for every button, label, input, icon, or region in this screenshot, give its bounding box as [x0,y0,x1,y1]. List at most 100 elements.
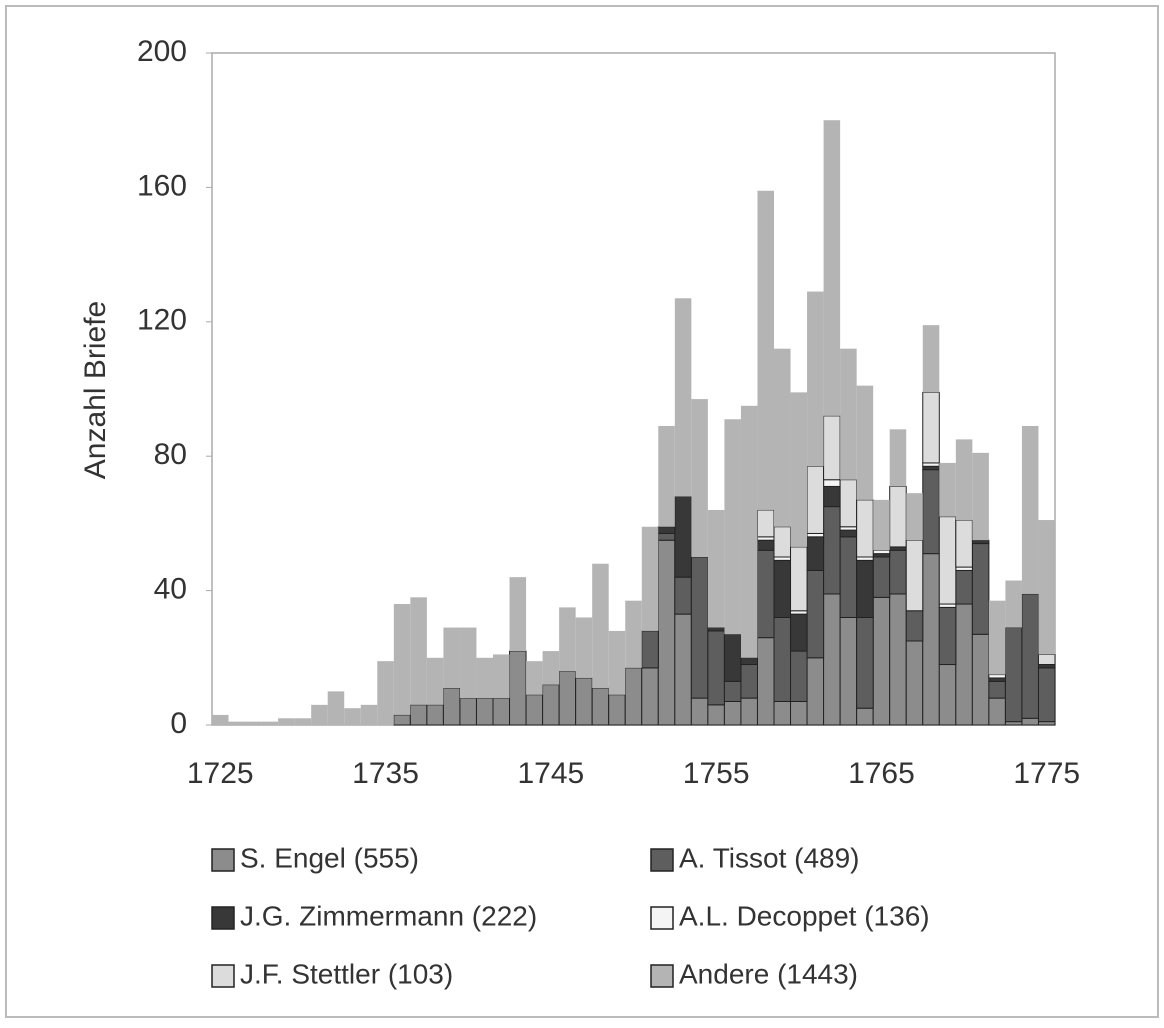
bar-segment [806,465,825,534]
bar-segment [278,718,295,725]
bar-segment [442,687,461,726]
bar-segment [905,539,924,612]
bar-segment [856,385,874,500]
bar-segment [922,462,940,467]
bar-segment [1021,593,1039,719]
bar-segment [410,597,427,705]
bar-segment [922,465,940,471]
bar-segment [674,298,692,497]
bar-segment [658,425,675,527]
bar-segment [905,640,924,726]
bar-segment [575,617,593,678]
y-tick-label: 200 [137,35,187,68]
bar-segment [475,697,494,726]
bar-segment [212,714,229,725]
bar-segment [657,539,676,726]
bar-segment [757,190,774,510]
bar-segment [840,348,857,480]
bar-segment [938,606,957,666]
bar-segment [889,546,907,551]
bar-segment [740,697,758,726]
y-tick-label: 40 [154,573,187,606]
bar-segment [823,120,841,416]
bar-segment [311,704,328,725]
bar-segment [823,415,841,481]
bar-segment [1037,667,1056,723]
bar-segment [509,577,527,652]
bar-segment [856,616,874,709]
bar-segment [889,549,907,595]
bar-segment [674,496,692,578]
legend-swatch [211,906,235,930]
bar-segment [707,704,725,726]
bar-segment [823,506,841,595]
bar-segment [839,529,858,538]
bar-segment [889,485,907,548]
bar-segment [509,650,527,726]
bar-segment [690,556,709,699]
bar-segment [608,630,626,695]
bar-segment [426,657,444,705]
bar-segment [641,526,659,631]
bar-segment [988,600,1006,675]
bar-segment [724,419,741,635]
legend-label: A. Tissot (489) [679,842,860,873]
bar-segment [657,532,676,541]
bar-segment [625,600,642,668]
bar-segment [939,462,956,517]
bar-segment [674,576,692,615]
bar-segment [955,439,973,521]
bar-segment [938,516,957,605]
bar-segment [773,556,792,561]
bar-segment [872,556,891,598]
bar-segment [1038,520,1055,655]
bar-segment [756,509,775,538]
bar-segment [426,704,444,726]
bar-segment [559,607,576,672]
bar-segment [773,526,792,558]
bar-segment [790,650,808,702]
bar-segment [525,694,544,726]
bar-segment [377,661,394,725]
bar-segment [807,291,824,467]
bar-segment [558,670,577,726]
bar-segment [839,536,858,618]
bar-segment [856,559,874,618]
bar-segment [955,519,973,568]
bar-segment [740,405,758,658]
bar-segment [806,657,825,726]
bar-segment [443,627,460,689]
bar-segment [575,677,593,726]
bar-segment [774,348,791,527]
bar-segment [1021,717,1039,726]
bar-segment [393,714,411,726]
bar-segment [592,563,609,689]
bar-segment [790,610,808,615]
bar-segment [773,616,792,702]
bar-segment [756,637,775,726]
bar-segment [1037,721,1056,726]
bar-segment [707,627,725,632]
bar-segment [938,603,957,608]
bar-segment [294,718,312,725]
x-tick-label: 1735 [352,757,419,790]
bar-segment [1005,580,1022,628]
legend-swatch [650,906,674,930]
bar-segment [905,610,924,642]
bar-segment [823,593,841,726]
bar-segment [988,680,1006,699]
legend-label: Andere (1443) [679,958,858,989]
bar-segment [856,556,874,561]
bar-segment [823,485,841,508]
y-tick-label: 0 [170,707,187,740]
bar-segment [756,539,775,551]
legend-swatch [650,964,674,988]
bar-segment [790,700,808,726]
bar-segment [476,657,493,699]
x-tick-label: 1725 [187,757,254,790]
y-axis-label: Anzahl Briefe [79,301,112,479]
bar-segment [1004,721,1023,726]
legend-label: A.L. Decoppet (136) [679,900,930,931]
bar-segment [889,429,907,487]
